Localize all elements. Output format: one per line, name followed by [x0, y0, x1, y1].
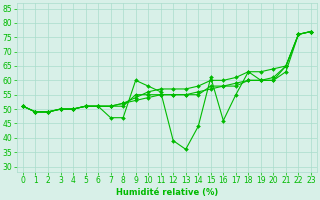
X-axis label: Humidité relative (%): Humidité relative (%) — [116, 188, 218, 197]
